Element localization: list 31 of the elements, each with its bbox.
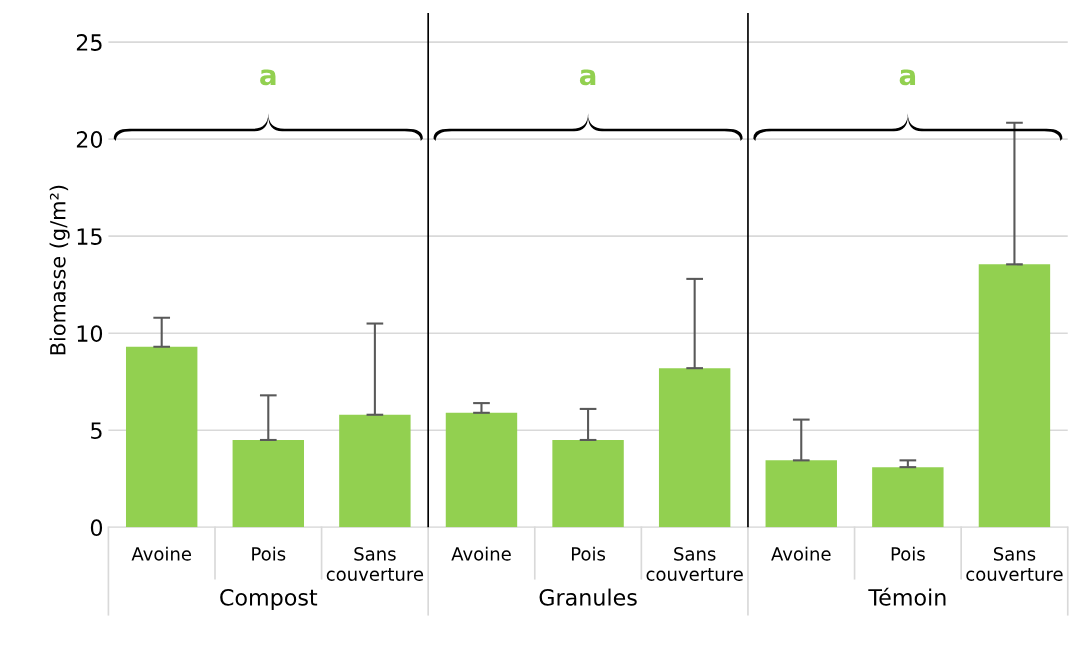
text: Granules bbox=[539, 588, 637, 606]
text: Témoin bbox=[868, 587, 946, 606]
x-tick-label: Pois bbox=[252, 546, 286, 561]
annotation: a bbox=[899, 69, 916, 86]
x-tick-label: Pois bbox=[891, 546, 925, 561]
y-tick-label: 25 bbox=[76, 34, 102, 51]
y-axis-title: Biomasse (g/m²) bbox=[49, 185, 70, 355]
x-tick-label: Sans couverture bbox=[966, 547, 1063, 581]
bar bbox=[552, 439, 624, 528]
bar bbox=[125, 346, 198, 528]
bar bbox=[339, 414, 411, 528]
y-tick-label: 0 bbox=[90, 519, 103, 537]
x-tick-label: Sans couverture bbox=[326, 547, 424, 581]
bar bbox=[872, 467, 944, 528]
bar bbox=[978, 264, 1051, 528]
y-tick-label: 15 bbox=[77, 228, 102, 245]
bar bbox=[765, 460, 837, 528]
y-tick-label: 20 bbox=[76, 131, 103, 148]
text: Compost bbox=[220, 588, 318, 611]
bar bbox=[658, 368, 731, 528]
annotation: a bbox=[260, 69, 276, 86]
x-tick-label: Avoine bbox=[451, 546, 511, 561]
annotation: a bbox=[579, 69, 596, 86]
y-tick-label: 5 bbox=[91, 422, 102, 440]
x-tick-label: Sans couverture bbox=[646, 547, 743, 581]
y-tick-label: 10 bbox=[77, 325, 103, 342]
bar bbox=[232, 439, 304, 528]
x-tick-label: Avoine bbox=[131, 546, 192, 561]
x-tick-label: Pois bbox=[571, 546, 606, 561]
bar bbox=[445, 412, 518, 528]
x-tick-label: Avoine bbox=[771, 546, 831, 561]
